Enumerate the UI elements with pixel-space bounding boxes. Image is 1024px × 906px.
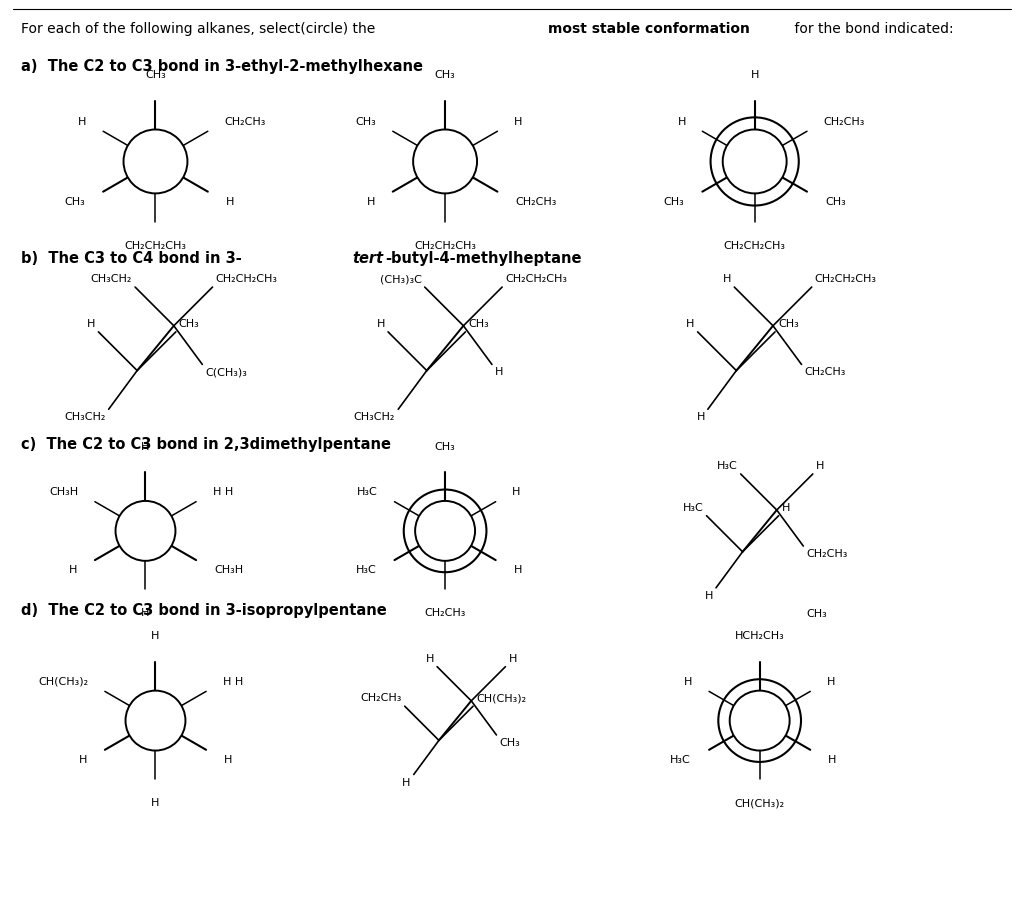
Text: H H: H H	[213, 487, 232, 497]
Circle shape	[730, 690, 790, 750]
Text: d)  The C2 to C3 bond in 3-isopropylpentane: d) The C2 to C3 bond in 3-isopropylpenta…	[20, 603, 386, 618]
Text: CH₃: CH₃	[355, 117, 376, 127]
Text: H: H	[69, 565, 77, 575]
Text: H: H	[141, 608, 150, 619]
Circle shape	[723, 130, 786, 193]
Text: H: H	[781, 503, 790, 513]
Text: CH₃: CH₃	[435, 442, 456, 452]
Text: H: H	[512, 487, 520, 497]
Text: H₃C: H₃C	[717, 461, 737, 471]
Text: CH₃: CH₃	[778, 319, 799, 329]
Text: H: H	[826, 677, 836, 687]
Text: CH₂CH₃: CH₂CH₃	[805, 368, 846, 378]
Text: H: H	[367, 197, 375, 207]
Text: CH₂CH₃: CH₂CH₃	[806, 549, 848, 559]
Text: For each of the following alkanes, select(circle) the: For each of the following alkanes, selec…	[20, 22, 379, 35]
Text: CH₃: CH₃	[65, 197, 85, 207]
Text: H: H	[224, 756, 232, 766]
Text: CH₃: CH₃	[179, 319, 200, 329]
Text: CH₂CH₂CH₃: CH₂CH₂CH₃	[505, 274, 567, 284]
Text: H: H	[686, 319, 694, 329]
Text: most stable conformation: most stable conformation	[548, 22, 750, 35]
Text: a)  The C2 to C3 bond in 3-ethyl-2-methylhexane: a) The C2 to C3 bond in 3-ethyl-2-methyl…	[20, 59, 423, 74]
Circle shape	[415, 501, 475, 561]
Text: H: H	[426, 653, 434, 664]
Text: CH₂CH₃: CH₂CH₃	[823, 117, 865, 127]
Text: H: H	[514, 565, 522, 575]
Text: CH₃: CH₃	[468, 319, 489, 329]
Text: H₃C: H₃C	[357, 487, 378, 497]
Text: (CH₃)₃C: (CH₃)₃C	[380, 274, 422, 284]
Text: CH₂CH₃: CH₂CH₃	[224, 117, 265, 127]
Text: H: H	[816, 461, 824, 471]
Text: C(CH₃)₃: C(CH₃)₃	[206, 368, 247, 378]
Text: H: H	[514, 117, 522, 127]
Text: CH₃H: CH₃H	[214, 565, 243, 575]
Text: H: H	[141, 442, 150, 452]
Text: b)  The C3 to C4 bond in 3-: b) The C3 to C4 bond in 3-	[20, 251, 242, 265]
Text: CH₃CH₂: CH₃CH₂	[91, 274, 132, 284]
Text: H: H	[684, 677, 692, 687]
Text: H: H	[152, 798, 160, 808]
Text: for the bond indicated:: for the bond indicated:	[790, 22, 953, 35]
Text: H: H	[696, 412, 705, 422]
Circle shape	[126, 690, 185, 750]
Text: CH₂CH₂CH₃: CH₂CH₂CH₃	[215, 274, 278, 284]
Text: H: H	[78, 117, 87, 127]
Circle shape	[124, 130, 187, 193]
Text: CH(CH₃)₂: CH(CH₃)₂	[38, 677, 88, 687]
Text: c)  The C2 to C3 bond in 2,3dimethylpentane: c) The C2 to C3 bond in 2,3dimethylpenta…	[20, 437, 391, 451]
Text: H: H	[723, 274, 731, 284]
Text: CH₃: CH₃	[825, 197, 846, 207]
Text: H: H	[87, 319, 95, 329]
Text: CH₂CH₂CH₃: CH₂CH₂CH₃	[724, 241, 785, 251]
Text: H: H	[751, 71, 759, 81]
Text: H: H	[225, 197, 234, 207]
Text: CH₃CH₂: CH₃CH₂	[354, 412, 395, 422]
Text: CH₃: CH₃	[145, 71, 166, 81]
Text: H: H	[828, 756, 837, 766]
Text: H: H	[152, 631, 160, 641]
Text: tert: tert	[352, 251, 383, 265]
Text: CH(CH₃)₂: CH(CH₃)₂	[476, 693, 526, 703]
Text: -butyl-4-methylheptane: -butyl-4-methylheptane	[385, 251, 582, 265]
Text: CH₃H: CH₃H	[49, 487, 79, 497]
Text: H: H	[678, 117, 686, 127]
Text: CH₂CH₂CH₃: CH₂CH₂CH₃	[815, 274, 877, 284]
Text: CH₃: CH₃	[435, 71, 456, 81]
Text: CH₂CH₃: CH₂CH₃	[424, 608, 466, 619]
Text: CH₂CH₂CH₃: CH₂CH₂CH₃	[125, 241, 186, 251]
Text: CH₂CH₂CH₃: CH₂CH₂CH₃	[414, 241, 476, 251]
Text: CH₃: CH₃	[806, 609, 827, 619]
Text: H: H	[377, 319, 385, 329]
Text: CH(CH₃)₂: CH(CH₃)₂	[734, 798, 784, 808]
Text: CH₂CH₃: CH₂CH₃	[360, 693, 401, 703]
Text: CH₂CH₃: CH₂CH₃	[515, 197, 557, 207]
Text: CH₃CH₂: CH₃CH₂	[65, 412, 105, 422]
Circle shape	[413, 130, 477, 193]
Text: H₃C: H₃C	[355, 565, 377, 575]
Circle shape	[116, 501, 175, 561]
Text: HCH₂CH₃: HCH₂CH₃	[735, 631, 784, 641]
Text: H: H	[508, 653, 517, 664]
Text: CH₃: CH₃	[664, 197, 684, 207]
Text: CH₃: CH₃	[500, 738, 520, 748]
Text: H₃C: H₃C	[683, 503, 703, 513]
Text: H₃C: H₃C	[671, 756, 691, 766]
Text: H: H	[79, 756, 87, 766]
Text: H H: H H	[222, 677, 243, 687]
Text: H: H	[705, 591, 713, 601]
Text: H: H	[402, 777, 411, 787]
Text: H: H	[495, 368, 504, 378]
